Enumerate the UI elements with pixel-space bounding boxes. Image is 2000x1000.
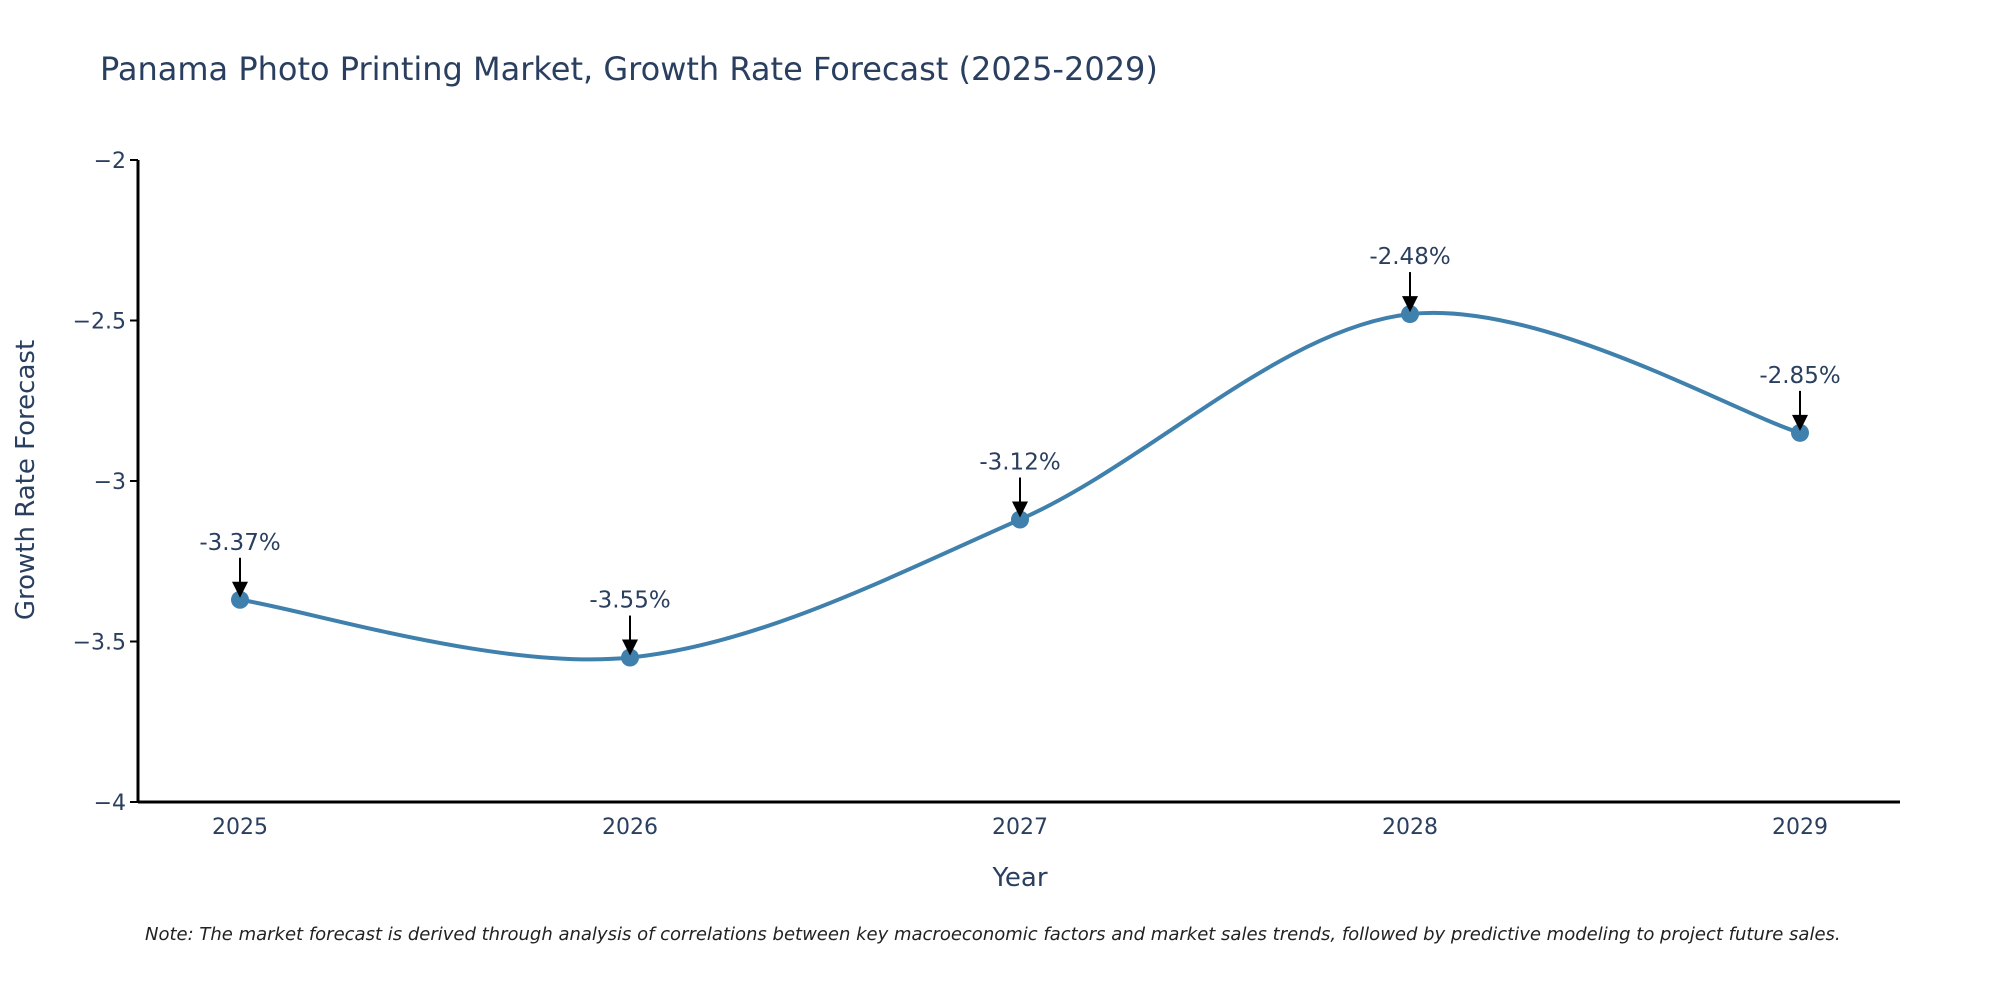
annotation-arrow-head — [1402, 296, 1418, 313]
data-points — [231, 305, 1809, 667]
x-axis-title: Year — [991, 863, 1047, 893]
annotation-arrow-head — [622, 639, 638, 656]
chart-title: Panama Photo Printing Market, Growth Rat… — [100, 50, 1158, 88]
data-point — [1791, 423, 1809, 442]
x-tick-label: 2025 — [212, 815, 268, 840]
y-tick-label: −3 — [94, 470, 126, 495]
data-label: -3.12% — [979, 450, 1060, 476]
data-label: -3.37% — [199, 530, 280, 556]
data-point — [231, 590, 249, 609]
data-point — [621, 648, 639, 667]
y-tick-label: −4 — [94, 791, 126, 816]
x-tick-label: 2026 — [602, 815, 658, 840]
data-label: -3.55% — [589, 588, 670, 614]
x-tick-label: 2027 — [992, 815, 1048, 840]
data-label: -2.48% — [1369, 244, 1450, 270]
y-axis-ticks: −2 −2.5 −3 −3.5 −4 — [73, 149, 138, 816]
data-point — [1401, 305, 1419, 324]
data-label: -2.85% — [1759, 363, 1840, 389]
annotation-arrow-head — [1012, 501, 1028, 518]
data-annotations: -3.37% -3.55% -3.12% -2.48% -2.85% — [199, 244, 1841, 656]
footnote: Note: The market forecast is derived thr… — [145, 924, 1841, 945]
annotation-arrow-head — [1792, 414, 1808, 431]
y-axis-title: Growth Rate Forecast — [11, 340, 41, 620]
annotation-arrow-head — [232, 581, 248, 598]
x-tick-label: 2029 — [1772, 815, 1828, 840]
y-tick-label: −2 — [94, 149, 126, 174]
y-tick-label: −3.5 — [73, 631, 126, 656]
data-point — [1011, 510, 1029, 529]
x-tick-label: 2028 — [1382, 815, 1438, 840]
x-axis-ticks: 2025 2026 2027 2028 2029 — [212, 815, 1828, 840]
y-tick-label: −2.5 — [73, 310, 126, 335]
